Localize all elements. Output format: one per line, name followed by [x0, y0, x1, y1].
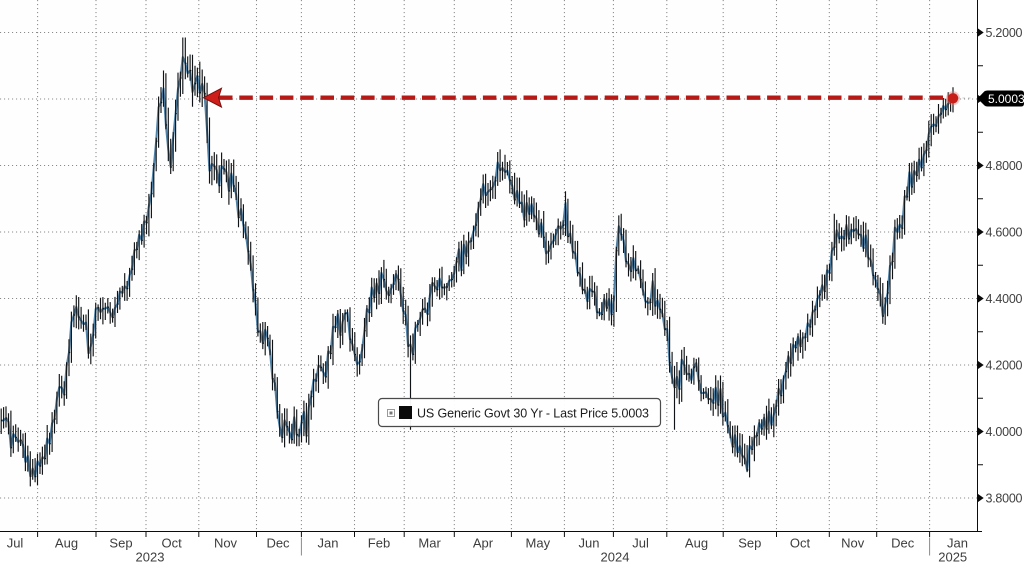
- svg-text:Feb: Feb: [368, 536, 390, 551]
- svg-text:4.8000: 4.8000: [986, 159, 1023, 173]
- svg-text:4.2000: 4.2000: [986, 359, 1023, 373]
- svg-text:Aug: Aug: [55, 536, 78, 551]
- svg-text:Jun: Jun: [579, 536, 600, 551]
- svg-text:US Generic Govt 30 Yr - Last P: US Generic Govt 30 Yr - Last Price 5.000…: [417, 407, 649, 421]
- svg-text:Dec: Dec: [266, 536, 290, 551]
- svg-text:4.0000: 4.0000: [986, 425, 1023, 439]
- svg-text:Oct: Oct: [790, 536, 811, 551]
- svg-text:May: May: [526, 536, 551, 551]
- svg-text:2025: 2025: [938, 550, 967, 563]
- svg-text:5.0003: 5.0003: [988, 92, 1024, 106]
- svg-text:Jan: Jan: [318, 536, 339, 551]
- svg-text:Oct: Oct: [161, 536, 182, 551]
- svg-text:Mar: Mar: [418, 536, 441, 551]
- svg-text:Jan: Jan: [947, 536, 968, 551]
- svg-text:5.2000: 5.2000: [986, 26, 1023, 40]
- svg-text:Dec: Dec: [891, 536, 915, 551]
- svg-text:3.8000: 3.8000: [986, 492, 1023, 506]
- svg-text:2024: 2024: [601, 550, 630, 563]
- svg-text:Jul: Jul: [7, 536, 24, 551]
- svg-text:Apr: Apr: [473, 536, 494, 551]
- svg-text:Sep: Sep: [738, 536, 761, 551]
- svg-text:4.6000: 4.6000: [986, 226, 1023, 240]
- svg-text:Nov: Nov: [841, 536, 865, 551]
- svg-text:Sep: Sep: [109, 536, 132, 551]
- svg-text:Jul: Jul: [632, 536, 649, 551]
- svg-text:Aug: Aug: [685, 536, 708, 551]
- svg-text:4.4000: 4.4000: [986, 292, 1023, 306]
- svg-text:2023: 2023: [136, 550, 165, 563]
- svg-text:Nov: Nov: [214, 536, 238, 551]
